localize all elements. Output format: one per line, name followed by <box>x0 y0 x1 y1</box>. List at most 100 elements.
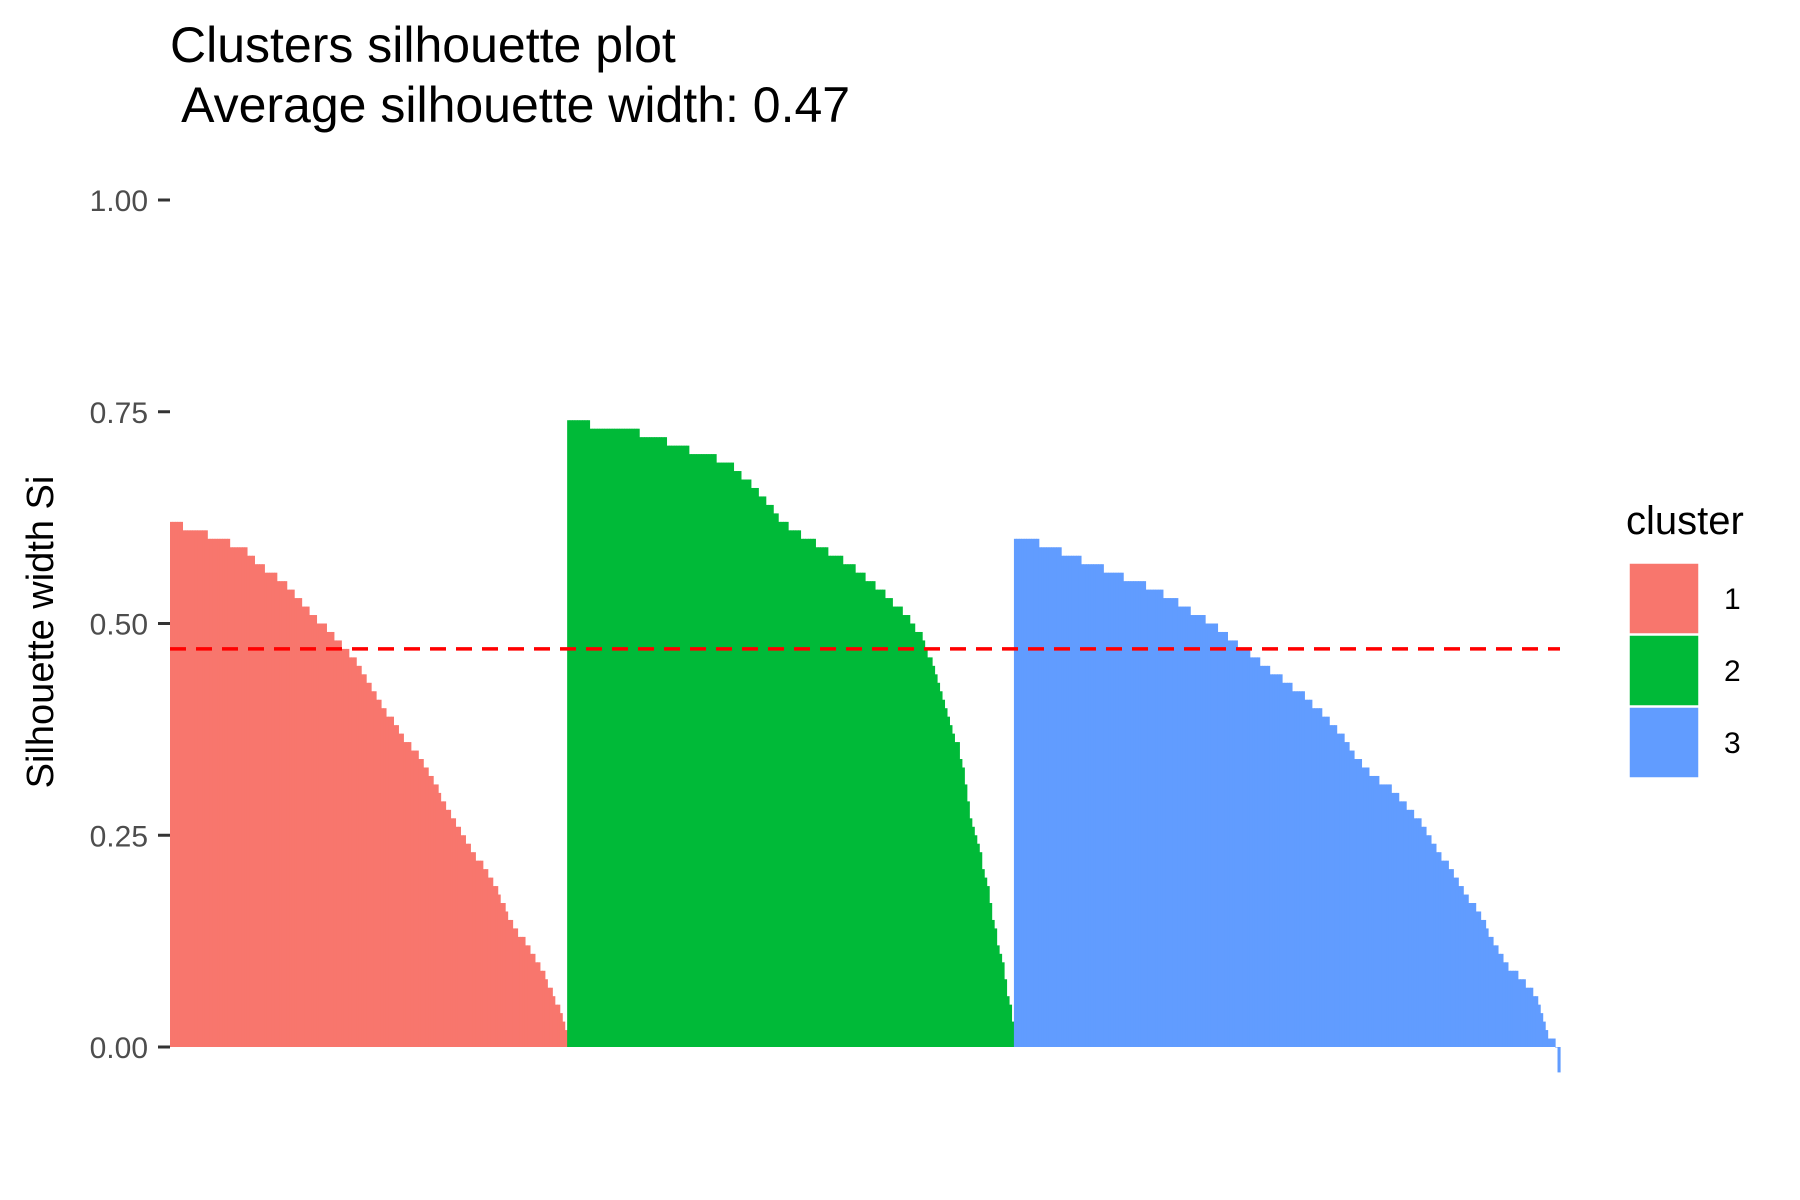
silhouette-bar <box>403 742 407 1047</box>
silhouette-bar <box>467 843 471 1047</box>
silhouette-bar <box>482 869 486 1047</box>
silhouette-bar <box>1237 648 1241 1047</box>
silhouette-bar <box>1361 767 1365 1047</box>
silhouette-bar <box>743 479 747 1047</box>
silhouette-bar <box>661 437 665 1047</box>
silhouette-bar <box>1537 1004 1541 1047</box>
silhouette-bar <box>1068 555 1072 1047</box>
silhouette-bar <box>726 462 730 1047</box>
silhouette-bar <box>1133 581 1137 1047</box>
silhouette-bar <box>237 547 241 1047</box>
silhouette-bar <box>666 445 670 1047</box>
silhouette-bar <box>1205 623 1209 1047</box>
silhouette-bar <box>1443 860 1447 1047</box>
silhouette-bar <box>596 428 601 1047</box>
silhouette-bar <box>1234 640 1238 1047</box>
silhouette-bar <box>445 809 449 1047</box>
silhouette-bar <box>678 445 682 1047</box>
silhouette-bar <box>611 428 615 1047</box>
silhouette-bar <box>1138 581 1142 1047</box>
silhouette-bar <box>1331 725 1335 1047</box>
silhouette-bar <box>1058 547 1062 1047</box>
silhouette-bar <box>976 843 980 1047</box>
silhouette-bar <box>271 572 275 1047</box>
silhouette-bar <box>1075 555 1080 1047</box>
silhouette-bar <box>795 530 799 1047</box>
y-axis: 0.00 0.25 0.50 0.75 1.00 <box>90 185 170 1065</box>
silhouette-bar <box>867 581 871 1047</box>
silhouette-bar <box>822 547 826 1047</box>
silhouette-bar <box>1373 775 1377 1047</box>
silhouette-bar <box>1098 564 1102 1047</box>
silhouette-bar <box>825 547 829 1047</box>
silhouette-bar <box>591 428 596 1047</box>
silhouette-bar <box>802 538 807 1047</box>
silhouette-bar <box>832 555 836 1047</box>
silhouette-bar <box>259 564 263 1047</box>
silhouette-bar <box>716 462 720 1047</box>
silhouette-bar <box>984 877 988 1047</box>
silhouette-bar <box>1393 792 1397 1047</box>
silhouette-bar <box>601 428 605 1047</box>
legend-label-2: 2 <box>1724 655 1741 688</box>
silhouette-bar <box>1545 1030 1549 1047</box>
silhouette-bar <box>1376 775 1380 1047</box>
silhouette-bar <box>902 615 906 1047</box>
silhouette-bar <box>840 555 844 1047</box>
silhouette-bar <box>1135 581 1139 1047</box>
silhouette-bar <box>1269 674 1273 1047</box>
silhouette-bar <box>420 759 424 1047</box>
silhouette-bar <box>1172 598 1176 1047</box>
silhouette-bar <box>599 428 603 1047</box>
silhouette-bar <box>693 454 697 1048</box>
silhouette-bar <box>1510 970 1514 1047</box>
silhouette-bar <box>1018 538 1022 1047</box>
silhouette-bar <box>296 598 300 1047</box>
silhouette-bar <box>639 437 643 1047</box>
silhouette-bar <box>490 877 494 1047</box>
silhouette-bar <box>691 454 695 1048</box>
silhouette-bar <box>1103 572 1107 1047</box>
silhouette-bar <box>1175 598 1179 1047</box>
silhouette-bar <box>1527 987 1531 1047</box>
silhouette-bar <box>1257 657 1261 1047</box>
silhouette-bar <box>1463 894 1467 1047</box>
silhouette-bar <box>1448 869 1452 1047</box>
silhouette-bar <box>909 623 913 1047</box>
silhouette-bar <box>1475 911 1479 1047</box>
silhouette-bar <box>1453 877 1457 1047</box>
silhouette-bar <box>1490 936 1494 1047</box>
silhouette-bar <box>872 581 876 1047</box>
silhouette-bar <box>949 725 953 1047</box>
silhouette-bar <box>701 454 705 1048</box>
silhouette-bar <box>1038 547 1042 1047</box>
silhouette-bar <box>1505 962 1509 1047</box>
silhouette-bar <box>1421 826 1425 1047</box>
silhouette-bar <box>765 504 769 1047</box>
silhouette-bar <box>500 903 504 1047</box>
silhouette-bar <box>994 928 998 1047</box>
silhouette-bar <box>187 530 191 1047</box>
silhouette-bar <box>1011 1021 1015 1047</box>
silhouette-bar <box>1358 759 1363 1047</box>
silhouette-bar <box>1244 648 1248 1047</box>
silhouette-bar <box>1140 581 1144 1047</box>
silhouette-bar <box>1224 631 1228 1047</box>
silhouette-bar <box>860 572 864 1047</box>
silhouette-bar <box>1391 792 1395 1047</box>
silhouette-bar <box>1552 1038 1556 1047</box>
silhouette-bar <box>577 420 581 1048</box>
silhouette-bar <box>276 581 280 1047</box>
silhouette-bar <box>1232 640 1236 1047</box>
silhouette-bar <box>1408 809 1412 1047</box>
silhouette-bar <box>718 462 722 1047</box>
silhouette-bar <box>785 521 789 1047</box>
silhouette-bar <box>1304 699 1308 1047</box>
silhouette-bar <box>919 631 923 1047</box>
silhouette-bar <box>1480 919 1484 1047</box>
silhouette-bar <box>629 428 633 1047</box>
silhouette-bar <box>321 623 325 1047</box>
silhouette-bar <box>644 437 648 1047</box>
silhouette-bar <box>1177 606 1181 1047</box>
silhouette-bar <box>683 445 687 1047</box>
